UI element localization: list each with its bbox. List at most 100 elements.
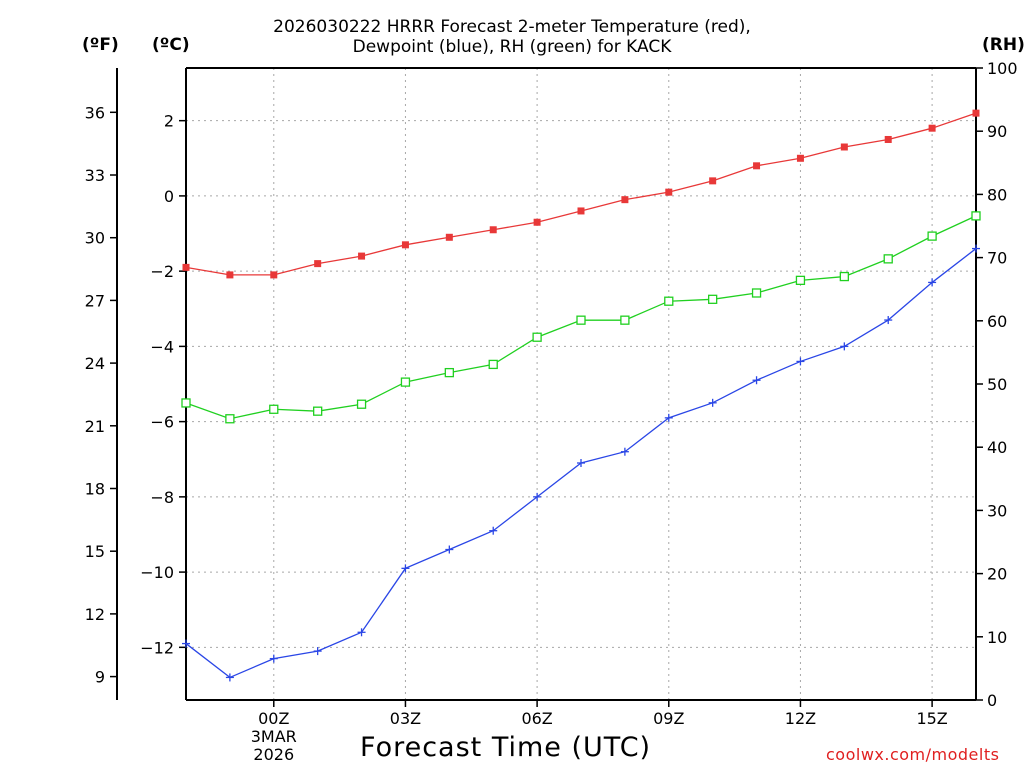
rh-tick-label: 0: [987, 691, 997, 710]
rh-point: [620, 315, 630, 325]
2-meter-temperature-point: [445, 233, 453, 241]
x-tick-label: 03Z: [390, 709, 421, 728]
dewpoint-point: [401, 564, 410, 573]
dewpoint-point: [752, 376, 761, 385]
2-meter-temperature-point: [401, 241, 409, 249]
rh-point: [269, 404, 279, 414]
fahrenheit-tick-label: 24: [85, 354, 105, 373]
fahrenheit-unit-label: (ºF): [82, 35, 119, 55]
rh-point: [839, 271, 849, 282]
chart-title-line-1: 2026030222 HRRR Forecast 2-meter Tempera…: [273, 17, 751, 37]
2-meter-temperature-point: [884, 135, 892, 143]
rh-point: [664, 296, 674, 306]
rh-point: [751, 288, 762, 298]
2-meter-temperature-point: [665, 188, 673, 196]
rh-point: [971, 211, 981, 221]
fahrenheit-tick-label: 9: [95, 668, 105, 687]
rh-tick-label: 20: [987, 565, 1007, 584]
dewpoint-point: [796, 357, 805, 366]
dewpoint-point: [182, 639, 190, 648]
celsius-tick-label: 2: [164, 112, 174, 131]
2-meter-temperature-point: [709, 177, 717, 185]
x-axis-label: Forecast Time (UTC): [360, 732, 652, 763]
2-meter-temperature-point: [753, 162, 761, 170]
dewpoint-point: [445, 545, 454, 554]
celsius-tick-label: −12: [140, 638, 174, 657]
dewpoint-point: [840, 342, 849, 351]
rh-point: [356, 399, 367, 409]
2-meter-temperature-point: [928, 124, 936, 132]
chart-title-line-2: Dewpoint (blue), RH (green) for KACK: [352, 37, 672, 57]
dewpoint-point: [577, 459, 585, 467]
rh-tick-label: 70: [987, 249, 1007, 268]
dewpoint-point: [357, 628, 366, 637]
x-tick-date-label: 3MAR: [251, 727, 297, 746]
fahrenheit-tick-label: 18: [85, 479, 105, 498]
dewpoint-point: [972, 244, 980, 253]
2-meter-temperature-point: [972, 109, 980, 117]
rh-point: [225, 414, 235, 424]
x-tick-label: 15Z: [916, 709, 947, 728]
rh-point: [488, 359, 498, 370]
rh-tick-label: 80: [987, 185, 1007, 204]
rh-series: [181, 211, 981, 424]
fahrenheit-tick-label: 12: [85, 605, 105, 624]
2-meter-temperature-line: [185, 112, 977, 276]
2-meter-temperature-point: [577, 207, 585, 215]
rh-tick-label: 90: [987, 122, 1007, 141]
rh-point: [400, 377, 411, 387]
celsius-unit-label: (ºC): [152, 35, 190, 55]
fahrenheit-tick-label: 15: [85, 542, 105, 561]
rh-tick-label: 30: [987, 501, 1007, 520]
dewpoint-series: [182, 244, 980, 682]
rh-point: [313, 406, 323, 416]
2-meter-temperature-point: [840, 143, 848, 151]
dewpoint-point: [664, 413, 673, 422]
celsius-tick-label: −10: [140, 563, 174, 582]
2-meter-temperature-point: [796, 154, 804, 162]
2-meter-temperature-point: [489, 226, 497, 234]
x-tick-year-label: 2026: [253, 745, 294, 764]
celsius-tick-label: −2: [150, 262, 174, 281]
2-meter-temperature-point: [358, 252, 366, 260]
celsius-tick-label: 0: [164, 187, 174, 206]
rh-point: [181, 398, 191, 408]
x-tick-label: 09Z: [653, 709, 684, 728]
site-credit[interactable]: coolwx.com/modelts: [826, 745, 1000, 764]
fahrenheit-tick-label: 36: [85, 103, 105, 122]
rh-point: [883, 254, 893, 264]
rh-point: [927, 231, 937, 241]
celsius-tick-label: −4: [150, 337, 174, 356]
2-meter-temperature-point: [270, 271, 278, 279]
rh-point: [708, 294, 718, 304]
2-meter-temperature-point: [621, 196, 629, 204]
rh-tick-label: 50: [987, 375, 1007, 394]
dewpoint-point: [620, 447, 629, 456]
rh-point: [444, 367, 454, 378]
2-meter-temperature-series: [182, 109, 980, 279]
rh-point: [532, 332, 542, 342]
dewpoint-point: [313, 647, 322, 656]
rh-point: [576, 315, 586, 325]
fahrenheit-tick-label: 30: [85, 229, 105, 248]
rh-unit-label: (RH): [982, 35, 1024, 55]
x-tick-label: 00Z: [258, 709, 289, 728]
fahrenheit-tick-label: 27: [85, 291, 105, 310]
dewpoint-point: [884, 316, 893, 325]
celsius-tick-label: −6: [150, 413, 174, 432]
rh-tick-label: 40: [987, 438, 1007, 457]
fahrenheit-tick-label: 33: [85, 166, 105, 185]
dewpoint-point: [928, 278, 937, 287]
fahrenheit-tick-label: 21: [85, 417, 105, 436]
2-meter-temperature-point: [182, 263, 190, 271]
rh-point: [795, 275, 806, 286]
dewpoint-point: [708, 398, 717, 407]
dewpoint-point: [225, 673, 234, 682]
dewpoint-point: [269, 654, 278, 663]
dewpoint-point: [489, 526, 498, 535]
x-tick-label: 12Z: [785, 709, 816, 728]
x-tick-label: 06Z: [521, 709, 552, 728]
2-meter-temperature-point: [226, 271, 234, 279]
rh-tick-label: 60: [987, 312, 1007, 331]
